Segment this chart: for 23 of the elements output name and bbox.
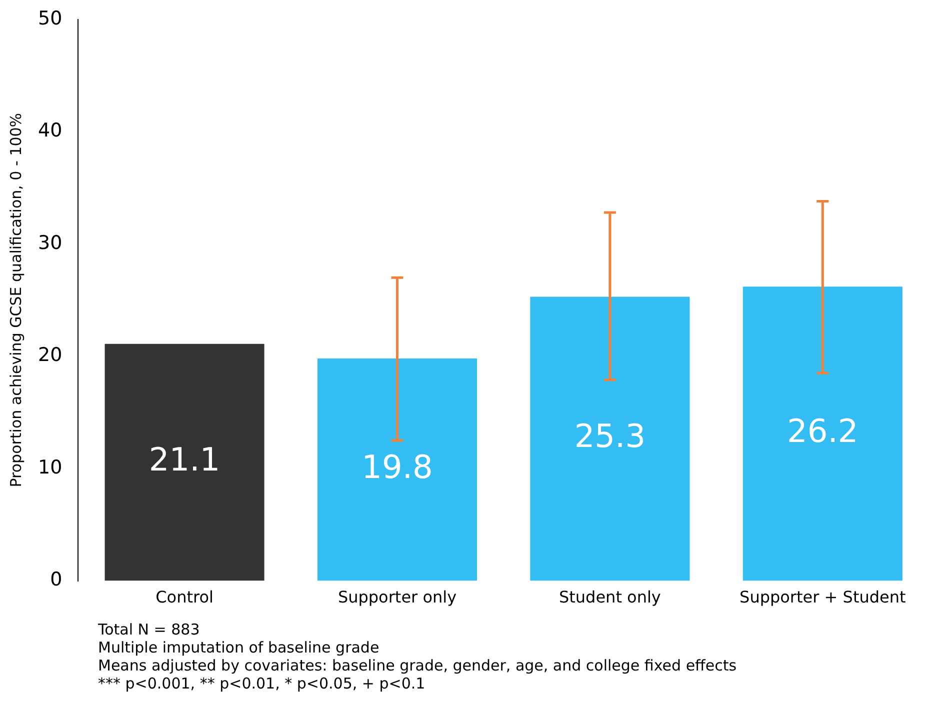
bar — [530, 296, 690, 581]
y-axis-title: Proportion achieving GCSE qualification, 0 - 100% — [6, 112, 25, 488]
data-label: 26.2 — [787, 412, 858, 450]
bar — [317, 358, 477, 581]
x-tick-label: Supporter only — [338, 588, 457, 607]
text: Total N = 883 — [97, 620, 200, 638]
text: Multiple imputation of baseline grade — [98, 638, 380, 656]
data-label: 25.3 — [574, 417, 646, 456]
x-tick-label: Supporter + Student — [740, 588, 906, 607]
bar — [104, 344, 264, 581]
y-tick-label: 40 — [38, 120, 62, 142]
bar — [742, 286, 902, 581]
data-label: 21.1 — [148, 440, 220, 479]
text: *** p<0.001, ** p<0.01, * p<0.05, + p<0.1 — [98, 674, 426, 692]
data-label: 19.8 — [362, 448, 433, 486]
y-tick-label: 50 — [38, 7, 62, 30]
y-tick-label: 20 — [38, 344, 62, 366]
y-tick-label: 0 — [50, 568, 62, 591]
y-tick-label: 10 — [38, 456, 62, 478]
x-tick-label: Student only — [558, 588, 661, 607]
text: Means adjusted by covariates: baseline grade, gender, age, and college fixed effects — [98, 656, 737, 674]
x-tick-label: Control — [156, 588, 214, 607]
y-tick-label: 30 — [38, 232, 62, 254]
